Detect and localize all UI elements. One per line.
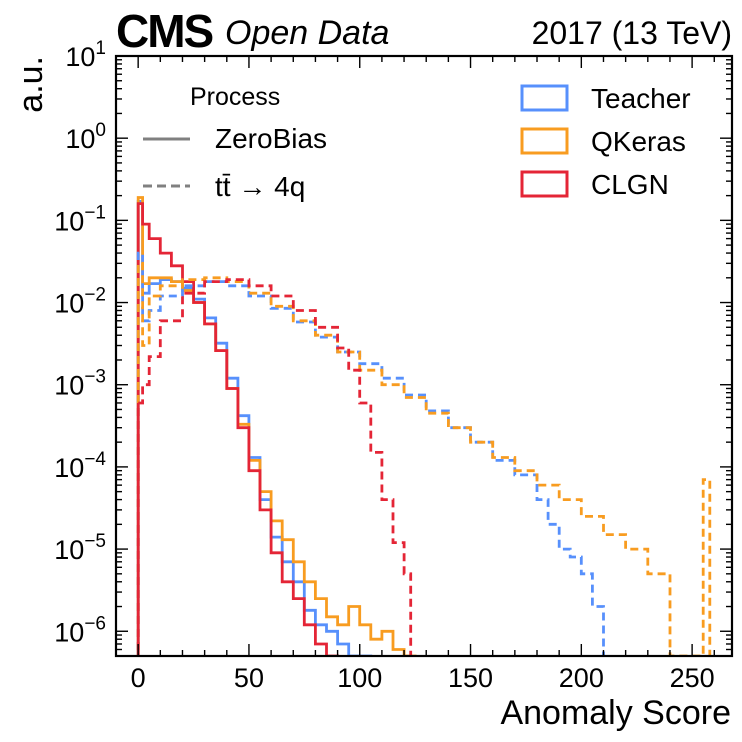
ttbar-legend-label: tt̄ → 4q (215, 171, 305, 202)
plot-frame (114, 54, 734, 658)
teacher-legend-swatch (520, 84, 569, 112)
clgn-legend-swatch (520, 170, 569, 198)
status-label: Open Data (225, 14, 389, 52)
x-axis-label: Anomaly Score (500, 694, 731, 732)
clgn-zerobias-histogram (136, 202, 339, 656)
y-tick-label: 10−2 (54, 285, 106, 319)
teacher-legend-label: Teacher (591, 83, 691, 114)
zerobias-legend-label: ZeroBias (215, 123, 327, 154)
y-tick-label: 100 (65, 120, 106, 154)
process-legend-title: Process (190, 83, 280, 111)
x-tick-label: 100 (337, 663, 382, 693)
y-tick-label: 101 (65, 38, 106, 72)
y-tick-label: 10−6 (54, 613, 106, 647)
y-axis-label: a.u. (12, 56, 50, 113)
qkeras-legend-label: QKeras (591, 126, 686, 157)
clgn-ttbar-histogram (136, 278, 413, 656)
x-tick-label: 0 (131, 663, 146, 693)
x-tick-labels: 0 50 100 150 200 250 (131, 663, 715, 693)
axis-ticks (115, 55, 732, 657)
model-legend: Teacher QKeras CLGN (520, 83, 691, 200)
x-tick-label: 50 (234, 663, 264, 693)
x-tick-label: 250 (670, 663, 715, 693)
y-tick-label: 10−4 (54, 449, 106, 483)
histogram-layer (136, 196, 712, 656)
qkeras-ttbar-histogram (136, 261, 712, 656)
y-tick-label: 10−1 (54, 202, 106, 236)
qkeras-legend-swatch (520, 127, 569, 155)
y-tick-label: 10−3 (54, 367, 106, 401)
teacher-zerobias-histogram (136, 200, 373, 656)
energy-label: 2017 (13 TeV) (532, 15, 732, 51)
qkeras-zerobias-histogram (136, 196, 417, 656)
experiment-label: CMS (116, 5, 213, 57)
clgn-legend-label: CLGN (591, 169, 669, 200)
y-tick-labels: 101 100 10−1 10−2 10−3 10−4 10−5 10−6 (54, 38, 106, 647)
x-tick-label: 200 (559, 663, 604, 693)
y-tick-label: 10−5 (54, 531, 106, 565)
x-tick-label: 150 (448, 663, 493, 693)
process-legend: Process ZeroBias tt̄ → 4q (143, 83, 327, 202)
